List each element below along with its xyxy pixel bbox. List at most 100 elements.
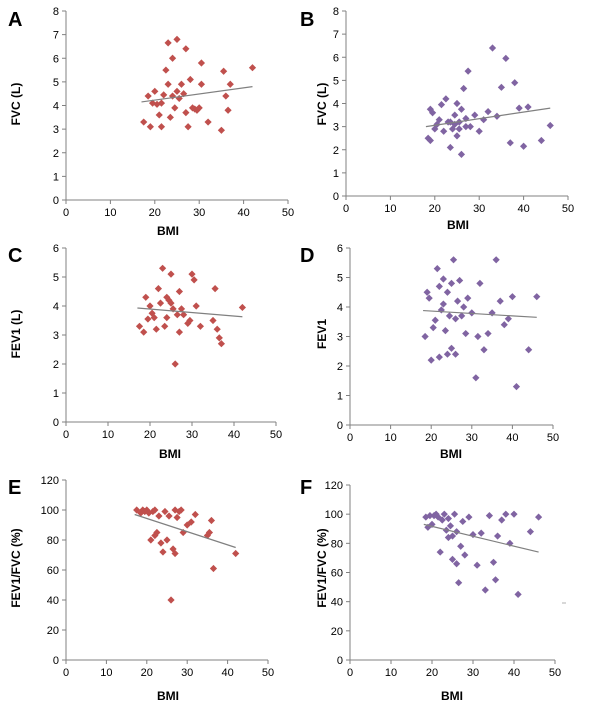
y-tick-label-a: 1 <box>53 171 59 183</box>
data-point-e <box>137 509 145 517</box>
data-point-b <box>453 99 461 108</box>
x-tick-label-d: 40 <box>506 432 518 444</box>
data-point-c <box>190 276 198 284</box>
x-tick-label-c: 0 <box>63 429 69 441</box>
x-tick-label-a: 50 <box>282 207 294 219</box>
data-point-f <box>535 513 543 521</box>
y-tick-label-b: 4 <box>333 99 339 111</box>
data-point-c <box>150 314 158 322</box>
data-point-f <box>446 522 455 530</box>
y-tick-label-e: 40 <box>47 595 59 607</box>
data-point-e <box>167 596 175 604</box>
panel-label-a: A <box>8 9 22 31</box>
data-point-a <box>146 123 154 131</box>
x-tick-label-b: 20 <box>429 203 441 215</box>
data-point-c <box>167 299 175 307</box>
data-point-c <box>171 360 179 368</box>
trendline-e <box>134 513 236 549</box>
data-point-d <box>458 312 466 320</box>
data-point-b <box>435 116 443 124</box>
y-tick-label-d: 0 <box>337 420 343 432</box>
x-tick-label-f: 50 <box>549 667 561 679</box>
x-tick-label-a: 40 <box>237 207 249 219</box>
data-point-e <box>147 536 155 544</box>
data-point-f <box>432 510 440 518</box>
data-point-f <box>502 510 510 518</box>
y-tick-label-d: 2 <box>337 361 343 373</box>
data-point-d <box>439 275 447 283</box>
data-point-a <box>177 80 186 88</box>
panel-a: A FVC (L) BMI 0 1 2 3 4 5 6 7 8 0 10 20 30 40 50 <box>8 6 294 238</box>
data-point-c <box>186 316 194 325</box>
data-point-f <box>444 514 452 523</box>
trendline-d <box>423 309 537 318</box>
data-point-e <box>177 506 185 514</box>
data-point-d <box>445 312 454 320</box>
data-point-b <box>457 105 466 113</box>
x-axis-label-b: BMI <box>447 218 469 232</box>
data-point-f <box>514 590 522 598</box>
data-point-a <box>220 67 228 75</box>
x-tick-label-d: 30 <box>466 432 478 444</box>
trendline-c <box>137 307 243 318</box>
y-tick-label-c: 4 <box>53 301 59 313</box>
data-point-c <box>213 325 221 333</box>
data-point-a <box>195 104 203 112</box>
y-tick-label-b: 8 <box>333 6 339 18</box>
data-point-f <box>448 555 457 563</box>
y-tick-label-b: 5 <box>333 75 339 87</box>
data-point-b <box>428 109 437 117</box>
data-point-c <box>209 316 217 325</box>
data-point-d <box>474 332 482 341</box>
y-tick-label-c: 0 <box>53 417 59 429</box>
data-point-a <box>155 111 163 119</box>
x-tick-label-e: 0 <box>63 667 69 679</box>
data-point-f <box>491 576 500 584</box>
data-point-f <box>422 513 430 521</box>
data-point-a <box>157 123 166 131</box>
data-point-e <box>205 528 214 537</box>
y-tick-label-a: 0 <box>53 195 59 207</box>
data-point-a <box>171 104 179 112</box>
data-point-b <box>484 107 492 116</box>
data-point-a <box>157 99 166 107</box>
data-point-f <box>477 529 485 537</box>
x-tick-label-d: 20 <box>425 432 437 444</box>
x-tick-label-c: 30 <box>186 429 198 441</box>
y-axis-label-c: FEV1 (L) <box>9 310 23 359</box>
data-point-c <box>238 303 246 312</box>
data-point-d <box>504 315 512 323</box>
data-point-d <box>443 288 452 296</box>
data-point-d <box>433 265 441 273</box>
data-point-f <box>453 528 461 536</box>
x-tick-label-b: 40 <box>517 203 529 215</box>
panel-label-e: E <box>8 477 21 499</box>
data-point-a <box>166 113 174 121</box>
data-point-a <box>160 91 168 99</box>
panel-f: F FEV1/FVC (%) BMI 0 20 40 60 80 100 120 0 10 20 3… <box>300 477 561 703</box>
x-tick-label-b: 50 <box>562 203 574 215</box>
y-tick-label-d: 3 <box>337 332 343 344</box>
data-point-d <box>435 353 443 361</box>
data-point-a <box>182 45 190 53</box>
data-point-d <box>533 293 541 301</box>
y-tick-label-f: 80 <box>331 538 343 550</box>
data-point-d <box>456 276 464 285</box>
data-point-d <box>508 293 516 301</box>
data-point-a <box>197 80 206 88</box>
trendline-f <box>423 523 539 553</box>
data-point-f <box>473 561 481 569</box>
y-axis-label-d: FEV1 <box>315 319 329 349</box>
x-tick-label-f: 40 <box>508 667 520 679</box>
data-point-b <box>464 67 472 75</box>
x-tick-label-f: 10 <box>385 667 397 679</box>
x-tick-label-c: 40 <box>228 429 240 441</box>
data-point-c <box>135 322 144 330</box>
data-point-f <box>457 542 465 550</box>
data-point-b <box>502 54 510 63</box>
y-tick-label-a: 3 <box>53 124 59 136</box>
data-point-b <box>471 111 479 119</box>
data-point-a <box>168 54 177 62</box>
y-tick-label-f: 40 <box>331 597 343 609</box>
panel-label-f: F <box>300 477 312 499</box>
